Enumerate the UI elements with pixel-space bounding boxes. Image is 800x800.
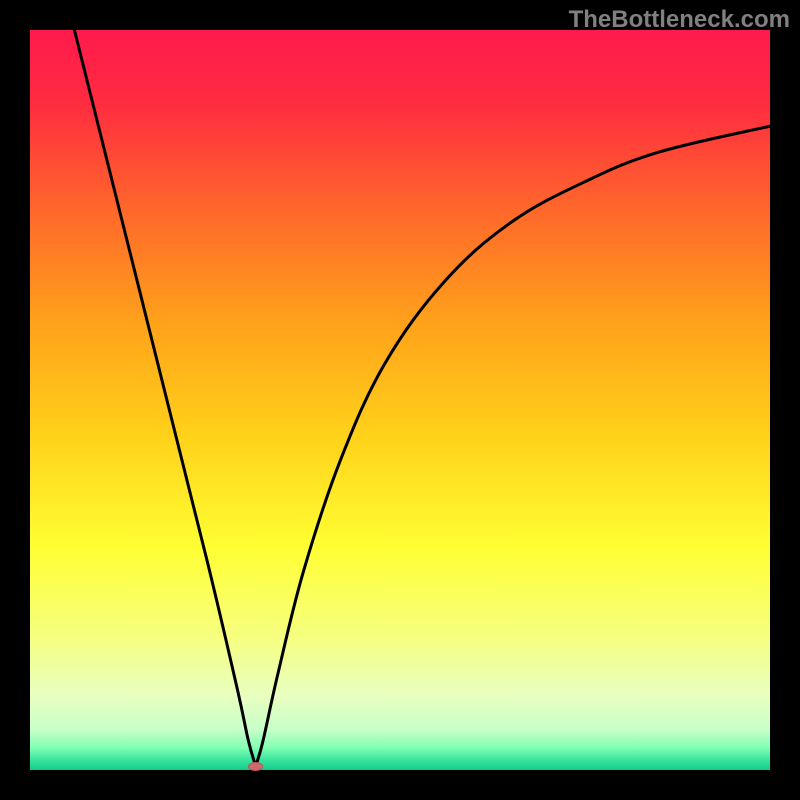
curve-layer: [30, 30, 770, 770]
plot-area: [30, 30, 770, 770]
chart-frame: TheBottleneck.com: [0, 0, 800, 800]
curve-left-segment: [74, 30, 255, 766]
watermark-text: TheBottleneck.com: [569, 6, 790, 34]
bottleneck-marker: [248, 762, 263, 771]
curve-right-segment: [256, 126, 770, 766]
